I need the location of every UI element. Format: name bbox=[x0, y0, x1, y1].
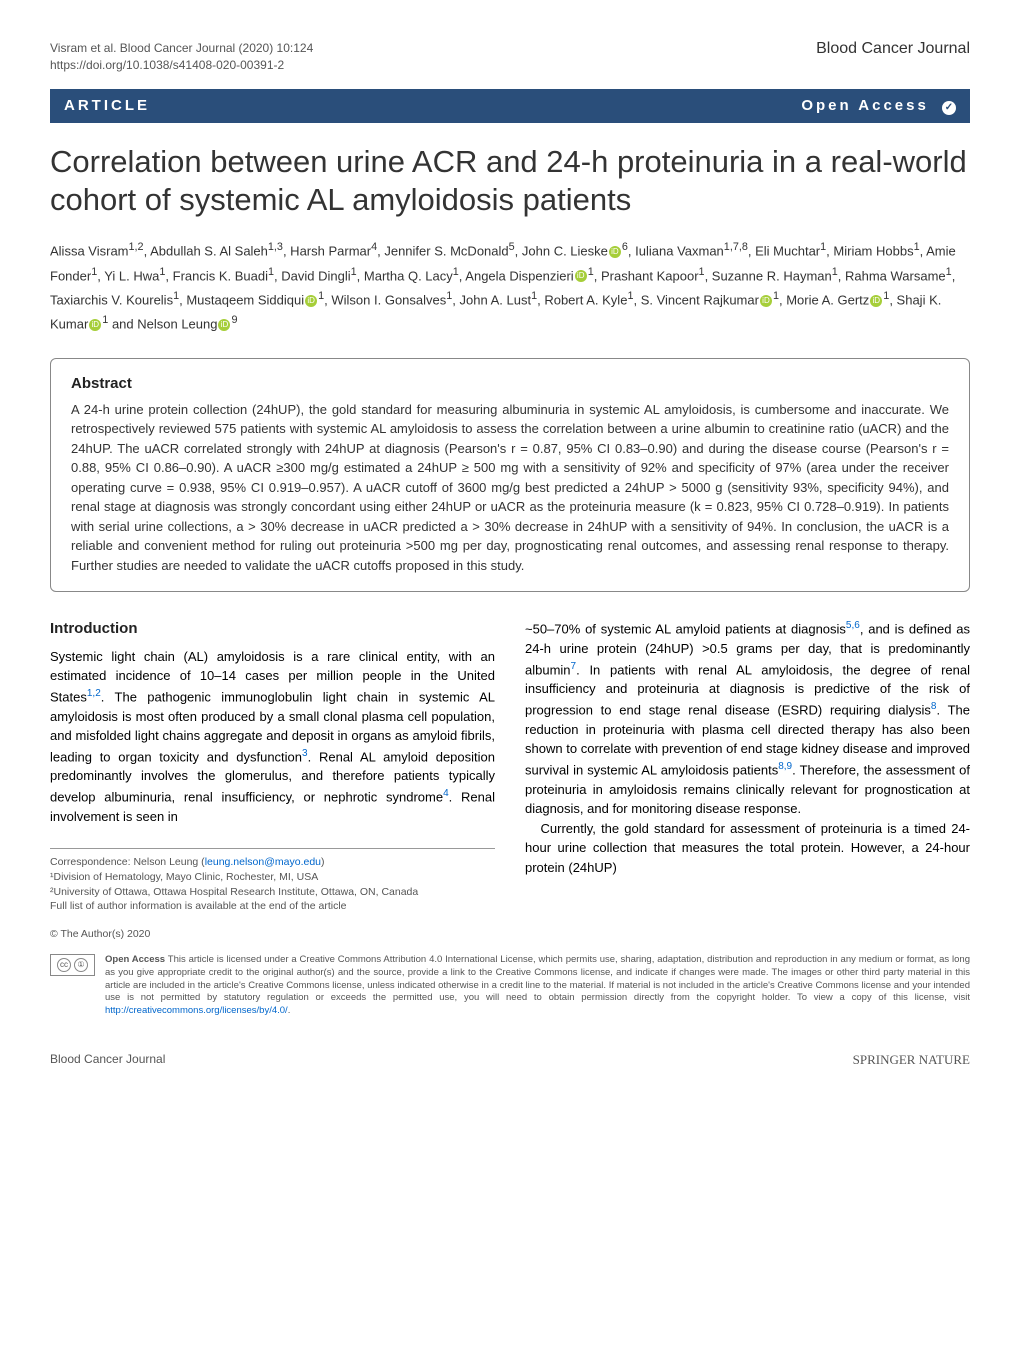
abstract-box: Abstract A 24-h urine protein collection… bbox=[50, 358, 970, 593]
introduction-heading: Introduction bbox=[50, 618, 495, 641]
column-left: Introduction Systemic light chain (AL) a… bbox=[50, 618, 495, 914]
article-type-label: ARTICLE bbox=[64, 97, 150, 115]
open-access-label: Open Access ✓ bbox=[801, 97, 956, 115]
journal-name: Blood Cancer Journal bbox=[816, 40, 970, 74]
page: Visram et al. Blood Cancer Journal (2020… bbox=[0, 0, 1020, 1098]
citation-line-1: Visram et al. Blood Cancer Journal (2020… bbox=[50, 40, 313, 57]
affiliation-1: ¹Division of Hematology, Mayo Clinic, Ro… bbox=[50, 870, 495, 885]
publisher-logo: SPRINGER NATURE bbox=[853, 1052, 970, 1068]
cc-icon: cc bbox=[57, 958, 71, 972]
intro-para-right: ~50–70% of systemic AL amyloid patients … bbox=[525, 618, 970, 877]
license-text: Open Access This article is licensed und… bbox=[105, 954, 970, 1018]
cc-badge-icon: cc ① bbox=[50, 954, 95, 976]
page-footer: Blood Cancer Journal SPRINGER NATURE bbox=[50, 1052, 970, 1068]
abstract-heading: Abstract bbox=[71, 375, 949, 392]
article-title: Correlation between urine ACR and 24-h p… bbox=[50, 143, 970, 221]
header-meta: Visram et al. Blood Cancer Journal (2020… bbox=[50, 40, 970, 74]
column-right: ~50–70% of systemic AL amyloid patients … bbox=[525, 618, 970, 914]
correspondence-block: Correspondence: Nelson Leung (leung.nels… bbox=[50, 848, 495, 914]
open-access-bold: Open Access bbox=[105, 954, 165, 965]
body-columns: Introduction Systemic light chain (AL) a… bbox=[50, 618, 970, 914]
citation-block: Visram et al. Blood Cancer Journal (2020… bbox=[50, 40, 313, 74]
by-icon: ① bbox=[74, 958, 88, 972]
article-type-bar: ARTICLE Open Access ✓ bbox=[50, 89, 970, 123]
check-icon: ✓ bbox=[942, 101, 956, 115]
footer-journal: Blood Cancer Journal bbox=[50, 1052, 165, 1068]
affiliation-2: ²University of Ottawa, Ottawa Hospital R… bbox=[50, 885, 495, 900]
author-list: Alissa Visram1,2, Abdullah S. Al Saleh1,… bbox=[50, 238, 970, 336]
license-body: This article is licensed under a Creativ… bbox=[105, 954, 970, 1003]
affiliation-full-list-note: Full list of author information is avail… bbox=[50, 899, 495, 914]
license-row: cc ① Open Access This article is license… bbox=[50, 954, 970, 1018]
abstract-text: A 24-h urine protein collection (24hUP),… bbox=[71, 400, 949, 576]
correspondence-line: Correspondence: Nelson Leung (leung.nels… bbox=[50, 855, 495, 870]
license-link[interactable]: http://creativecommons.org/licenses/by/4… bbox=[105, 1005, 288, 1016]
citation-doi: https://doi.org/10.1038/s41408-020-00391… bbox=[50, 57, 313, 74]
correspondence-email[interactable]: leung.nelson@mayo.edu bbox=[205, 856, 321, 868]
copyright-line: © The Author(s) 2020 bbox=[50, 928, 970, 940]
intro-para-left: Systemic light chain (AL) amyloidosis is… bbox=[50, 647, 495, 826]
